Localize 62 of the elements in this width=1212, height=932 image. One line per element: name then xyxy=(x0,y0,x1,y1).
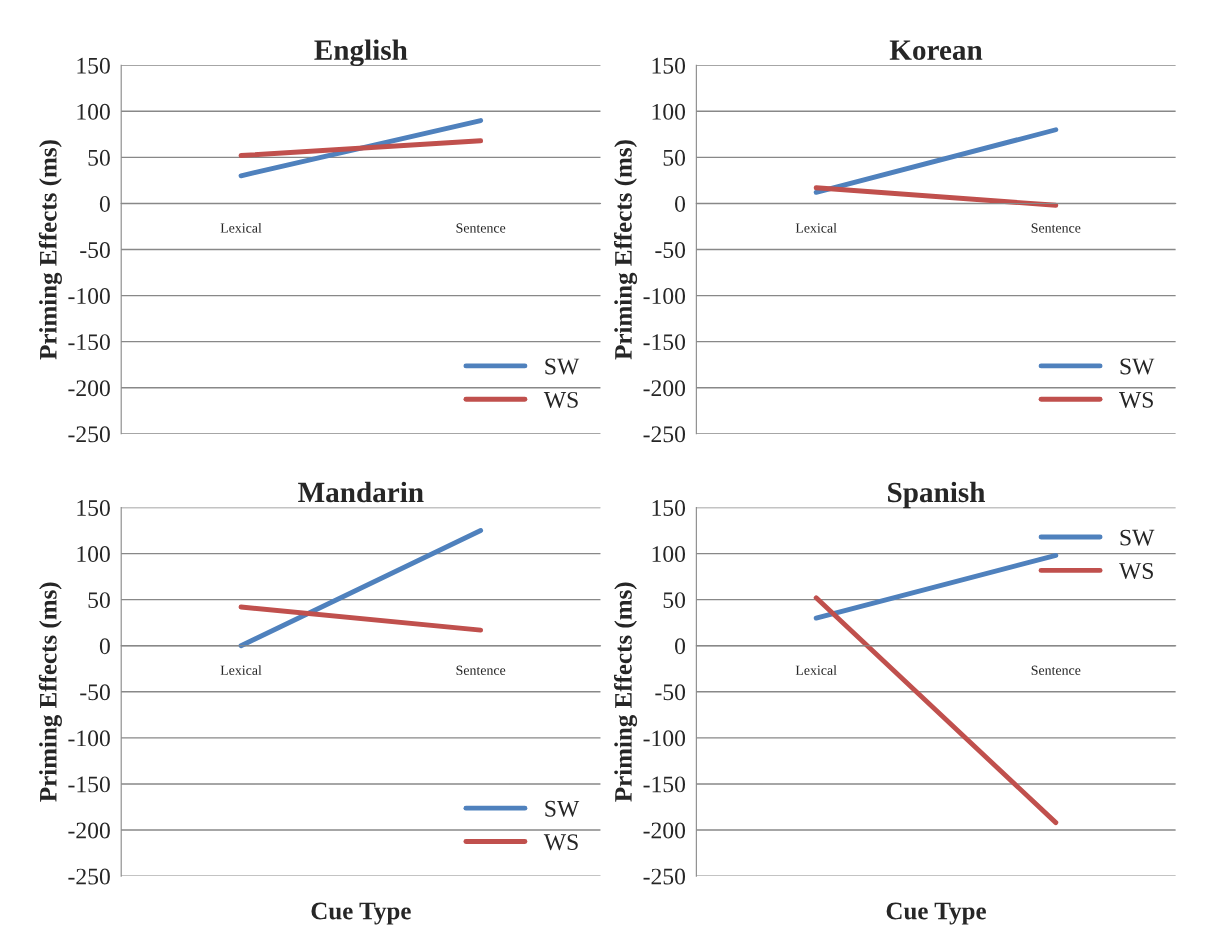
y-tick-label: 100 xyxy=(652,546,686,563)
y-tick-label: -50 xyxy=(655,684,686,701)
y-tick-label: -100 xyxy=(643,730,686,747)
y-tick-label: 50 xyxy=(88,149,110,166)
chart-title: Korean xyxy=(889,40,983,60)
y-tick-label: 50 xyxy=(663,592,686,609)
x-tick-label: Sentence xyxy=(1031,665,1081,675)
y-tick-label: -250 xyxy=(68,868,110,885)
chart-title: Mandarin xyxy=(298,481,424,503)
y-tick-label: 0 xyxy=(99,195,110,212)
legend-label: WS xyxy=(543,834,578,851)
y-tick-label: 0 xyxy=(99,638,110,655)
y-tick-label: -50 xyxy=(655,242,686,258)
y-axis-title: Priming Effects (ms) xyxy=(613,140,638,360)
y-tick-label: -250 xyxy=(643,868,686,885)
y-tick-label: -200 xyxy=(68,380,110,397)
y-tick-label: 50 xyxy=(663,149,686,166)
legend-label: SW xyxy=(545,800,580,817)
y-tick-label: 0 xyxy=(675,638,686,655)
y-tick-label: -150 xyxy=(643,776,686,793)
y-tick-label: -200 xyxy=(643,380,686,397)
legend-label: WS xyxy=(543,391,578,408)
y-tick-label: 100 xyxy=(652,103,686,120)
y-tick-label: 150 xyxy=(652,57,686,74)
y-tick-label: 150 xyxy=(652,500,686,516)
legend-label: WS xyxy=(1119,391,1153,408)
x-tick-label: Lexical xyxy=(220,665,262,675)
x-tick-label: Lexical xyxy=(220,222,262,233)
chart-title: English xyxy=(314,39,408,67)
legend-label: SW xyxy=(1120,358,1155,375)
y-tick-label: 150 xyxy=(77,57,110,74)
y-tick-label: -250 xyxy=(643,426,686,443)
y-tick-label: 150 xyxy=(77,500,110,516)
y-tick-label: 100 xyxy=(77,103,110,120)
x-tick-label: Sentence xyxy=(456,665,506,675)
x-axis-title: Cue Type xyxy=(886,902,986,925)
y-tick-label: -200 xyxy=(68,822,110,839)
y-tick-label: -50 xyxy=(80,242,110,258)
x-axis-title: Cue Type xyxy=(311,902,411,925)
y-tick-label: -50 xyxy=(80,684,110,701)
y-tick-label: -100 xyxy=(68,288,110,305)
y-axis-title: Priming Effects (ms) xyxy=(38,140,62,360)
y-tick-label: -150 xyxy=(643,334,686,351)
legend-label: SW xyxy=(545,358,580,375)
x-tick-label: Sentence xyxy=(456,223,506,233)
y-tick-label: -250 xyxy=(68,426,110,443)
y-axis-title: Priming Effects (ms) xyxy=(38,582,62,802)
y-tick-label: -150 xyxy=(68,334,110,351)
y-tick-label: 50 xyxy=(88,592,110,609)
y-tick-label: -200 xyxy=(643,822,686,839)
chart-title: Spanish xyxy=(888,481,986,509)
y-tick-label: -100 xyxy=(643,288,686,305)
x-tick-label: Lexical xyxy=(795,665,837,675)
x-tick-label: Sentence xyxy=(1031,223,1081,233)
y-tick-label: -150 xyxy=(68,776,110,793)
y-tick-label: 0 xyxy=(675,195,686,212)
x-tick-label: Lexical xyxy=(795,222,837,233)
legend-label: SW xyxy=(1120,529,1155,546)
legend-label: WS xyxy=(1119,563,1153,580)
y-tick-label: 100 xyxy=(77,546,110,563)
y-tick-label: -100 xyxy=(68,730,110,747)
y-axis-title: Priming Effects (ms) xyxy=(613,582,638,802)
